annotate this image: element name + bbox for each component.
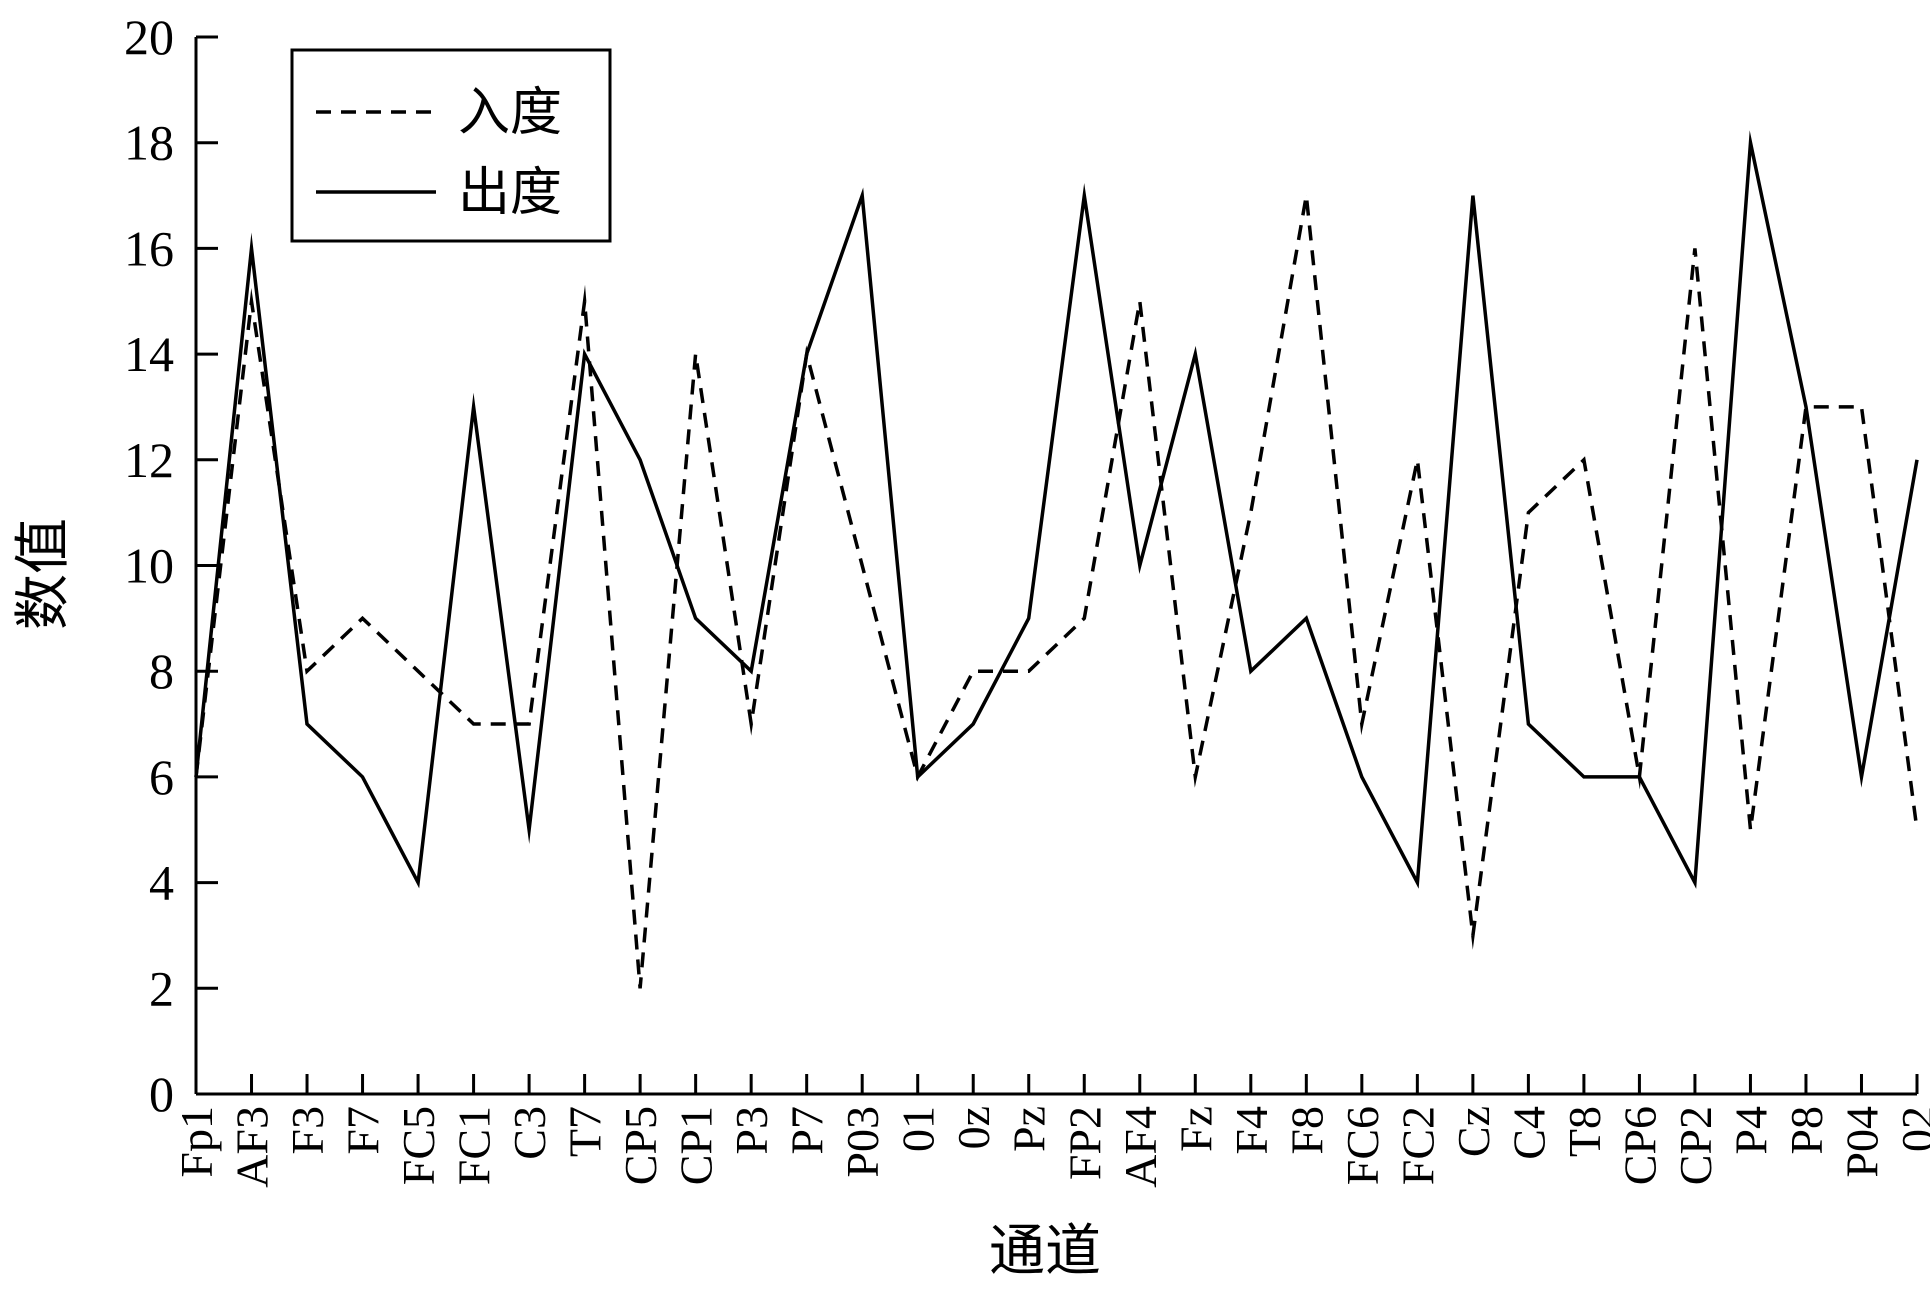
y-tick-label: 20	[124, 9, 174, 65]
y-tick-label: 12	[124, 432, 174, 488]
y-tick-label: 16	[124, 220, 174, 276]
legend-label-out-degree: 出度	[458, 165, 562, 222]
series-line-in-degree	[196, 196, 1917, 989]
x-tick-label: AF4	[1115, 1106, 1166, 1188]
x-tick-label: C4	[1503, 1106, 1554, 1160]
x-axis-title: 通道	[989, 1221, 1101, 1283]
x-tick-label: FC6	[1337, 1106, 1388, 1185]
y-tick-label: 6	[149, 749, 174, 805]
x-tick-label: F4	[1226, 1106, 1277, 1155]
y-axis-title: 数值	[13, 518, 75, 630]
y-tick-label: 14	[124, 326, 174, 382]
x-tick-label: P7	[782, 1106, 833, 1155]
x-tick-label: CP6	[1614, 1106, 1665, 1185]
y-tick-label: 2	[149, 960, 174, 1016]
x-tick-label: P3	[726, 1106, 777, 1155]
x-tick-label: CP2	[1670, 1106, 1721, 1185]
x-tick-label: F8	[1281, 1106, 1332, 1155]
x-tick-label: 0z	[948, 1106, 999, 1149]
x-tick-label: F7	[338, 1106, 389, 1155]
x-tick-label: 01	[893, 1106, 944, 1152]
x-tick-label: 02	[1892, 1106, 1930, 1152]
y-tick-label: 18	[124, 115, 174, 171]
x-tick-label: AF3	[227, 1106, 278, 1188]
x-tick-label: CP5	[615, 1106, 666, 1185]
x-tick-label: FC5	[393, 1106, 444, 1185]
series-layer	[196, 143, 1917, 989]
legend-label-in-degree: 入度	[458, 85, 562, 142]
x-tick-label: F3	[282, 1106, 333, 1155]
x-tick-label: P8	[1781, 1106, 1832, 1155]
x-tick-label: Pz	[1004, 1106, 1055, 1152]
x-tick-label: P04	[1836, 1106, 1887, 1178]
x-tick-label: T8	[1559, 1106, 1610, 1157]
x-tick-label: Cz	[1448, 1106, 1499, 1157]
x-tick-label: FC2	[1392, 1106, 1443, 1185]
x-tick-label: T7	[560, 1106, 611, 1157]
y-tick-label: 8	[149, 643, 174, 699]
series-line-out-degree	[196, 143, 1917, 883]
legend: 入度 出度	[292, 50, 610, 241]
y-tick-label: 4	[149, 855, 174, 911]
x-tick-label: P4	[1725, 1106, 1776, 1155]
x-tick-label: Fz	[1170, 1106, 1221, 1152]
x-tick-label: FC1	[449, 1106, 500, 1185]
y-tick-label: 10	[124, 538, 174, 594]
x-tick-label: C3	[504, 1106, 555, 1160]
legend-box	[292, 50, 610, 241]
x-tick-label: CP1	[671, 1106, 722, 1185]
x-tick-label: P03	[837, 1106, 888, 1178]
x-tick-label: FP2	[1059, 1106, 1110, 1180]
x-tick-label: Fp1	[171, 1106, 222, 1178]
